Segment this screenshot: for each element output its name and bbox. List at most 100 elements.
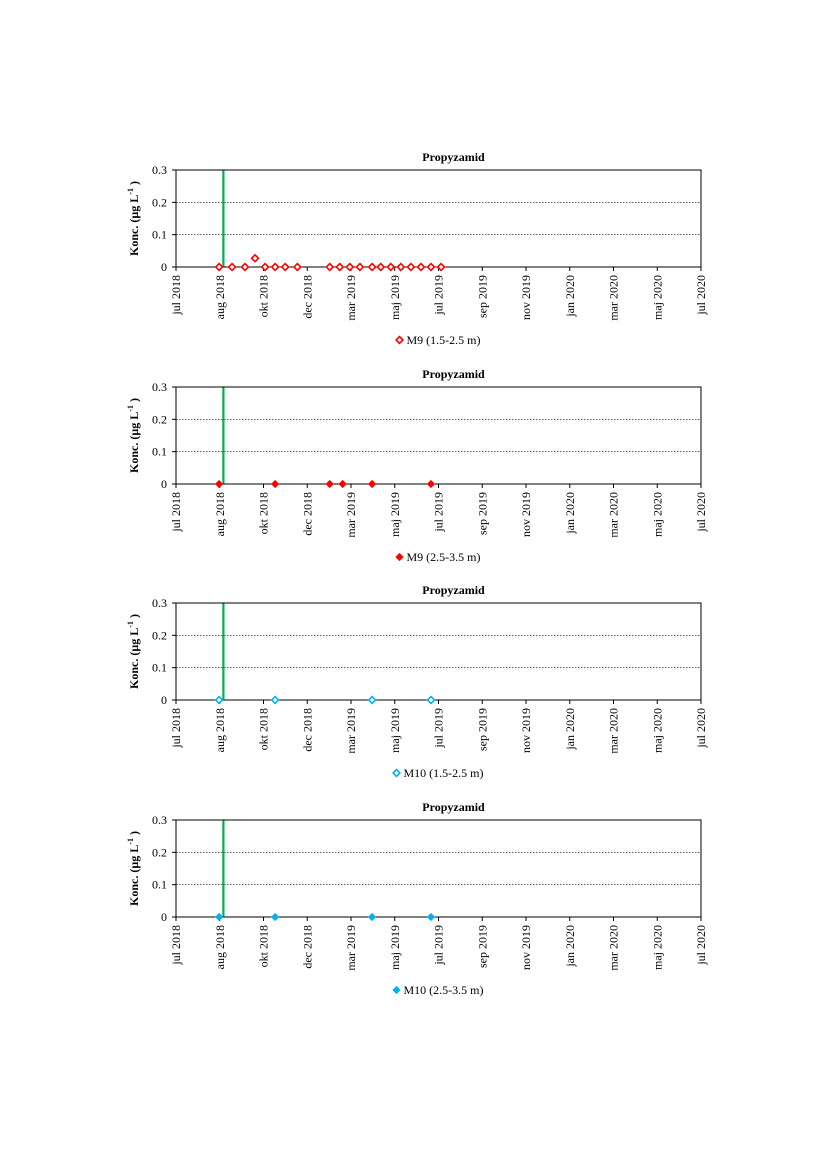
y-axis-label-end: ) xyxy=(127,181,141,188)
x-tick-label: jan 2020 xyxy=(563,492,577,535)
data-point xyxy=(367,262,377,272)
y-axis-label-superscript: -1 xyxy=(126,188,135,195)
x-tick-label: nov 2019 xyxy=(519,925,533,970)
x-tick-label: sep 2019 xyxy=(475,708,489,751)
chart-panel-2: Propyzamid 0 0.1 0.2 0.3 Konc. (µg L-1 ) jul 2… xyxy=(126,367,708,564)
y-tick-label: 0 xyxy=(161,260,167,274)
data-point xyxy=(214,912,224,922)
legend-marker xyxy=(392,985,401,995)
x-tick-label: aug 2018 xyxy=(213,925,227,969)
x-tick-label: maj 2019 xyxy=(388,275,402,320)
x-tick-label: maj 2020 xyxy=(650,275,664,320)
y-tick-label: 0 xyxy=(161,910,167,924)
plot-area xyxy=(176,170,701,267)
x-tick-label: mar 2020 xyxy=(607,275,621,321)
data-point xyxy=(355,262,365,272)
y-tick-label: 0.1 xyxy=(152,445,167,459)
legend-label: M9 (2.5-3.5 m) xyxy=(407,550,481,564)
y-tick-label: 0.2 xyxy=(152,628,167,642)
y-tick-label: 0.1 xyxy=(152,228,167,242)
legend-marker xyxy=(391,768,402,778)
y-axis-label: Konc. (µg L-1 ) xyxy=(126,398,141,473)
x-tick-label: jul 2019 xyxy=(432,925,446,966)
x-tick-label: mar 2020 xyxy=(607,925,621,971)
y-tick-label: 0.2 xyxy=(152,845,167,859)
x-tick-label: mar 2019 xyxy=(344,492,358,538)
x-tick-label: mar 2019 xyxy=(344,708,358,754)
y-tick-label: 0.2 xyxy=(152,195,167,209)
data-point xyxy=(406,262,416,272)
y-axis-label: Konc. (µg L-1 ) xyxy=(126,614,141,689)
plot-frame xyxy=(175,602,702,701)
x-tick-label: maj 2019 xyxy=(388,492,402,537)
data-point xyxy=(227,262,237,272)
x-tick-label: jul 2020 xyxy=(694,925,708,966)
data-point xyxy=(250,253,260,263)
x-tick-label: sep 2019 xyxy=(475,275,489,318)
x-tick-label: okt 2018 xyxy=(257,925,271,967)
x-tick-label: jul 2019 xyxy=(432,492,446,533)
x-tick-label: okt 2018 xyxy=(257,708,271,750)
y-axis-label: Konc. (µg L-1 ) xyxy=(126,181,141,256)
x-tick-label: mar 2020 xyxy=(607,492,621,538)
x-tick-label: dec 2018 xyxy=(300,708,314,752)
y-tick-label: 0.2 xyxy=(152,412,167,426)
y-axis-label-superscript: -1 xyxy=(126,405,135,412)
x-tick-label: jul 2019 xyxy=(432,708,446,749)
y-axis-label-end: ) xyxy=(127,831,141,838)
x-tick-label: aug 2018 xyxy=(213,275,227,319)
x-tick-label: dec 2018 xyxy=(300,275,314,319)
plot-frame xyxy=(175,819,702,918)
legend-label: M10 (2.5-3.5 m) xyxy=(404,983,484,997)
data-point xyxy=(426,479,436,489)
y-axis-label: Konc. (µg L-1 ) xyxy=(126,831,141,906)
plot-area xyxy=(176,603,701,700)
data-point xyxy=(214,479,224,489)
x-tick-label: aug 2018 xyxy=(213,708,227,752)
x-tick-label: jul 2018 xyxy=(169,492,183,533)
y-tick-label: 0.3 xyxy=(152,813,167,827)
x-tick-label: mar 2019 xyxy=(344,275,358,321)
chart-title: Propyzamid xyxy=(422,150,485,164)
x-tick-label: jan 2020 xyxy=(563,275,577,318)
x-tick-label: maj 2020 xyxy=(650,708,664,753)
data-point xyxy=(271,479,280,489)
data-point xyxy=(386,262,396,272)
y-tick-label: 0.1 xyxy=(152,878,167,892)
y-axis-label-superscript: -1 xyxy=(126,838,135,845)
legend-marker xyxy=(395,552,404,562)
y-axis-label-end: ) xyxy=(127,614,141,621)
y-tick-label: 0.1 xyxy=(152,661,167,675)
x-tick-label: okt 2018 xyxy=(257,275,271,317)
x-tick-label: mar 2020 xyxy=(607,708,621,754)
data-point xyxy=(292,262,302,272)
x-tick-label: mar 2019 xyxy=(344,925,358,971)
legend-label: M9 (1.5-2.5 m) xyxy=(407,333,481,347)
chart-title: Propyzamid xyxy=(422,800,485,814)
data-point xyxy=(416,262,426,272)
chart-panel-4: Propyzamid 0 0.1 0.2 0.3 Konc. (µg L-1 ) jul 2… xyxy=(126,800,708,997)
x-tick-label: jul 2020 xyxy=(694,708,708,749)
y-tick-label: 0 xyxy=(161,693,167,707)
x-tick-label: maj 2020 xyxy=(650,492,664,537)
data-point xyxy=(270,262,280,272)
x-tick-label: jan 2020 xyxy=(563,925,577,968)
data-point xyxy=(426,262,436,272)
data-point xyxy=(325,262,335,272)
data-point xyxy=(325,479,334,489)
data-point xyxy=(260,262,270,272)
data-point xyxy=(214,695,224,705)
data-point xyxy=(396,262,406,272)
x-tick-label: dec 2018 xyxy=(300,492,314,536)
x-tick-label: sep 2019 xyxy=(475,925,489,968)
data-point xyxy=(367,695,377,705)
x-tick-label: jul 2018 xyxy=(169,275,183,316)
x-tick-label: okt 2018 xyxy=(257,492,271,534)
x-tick-label: maj 2019 xyxy=(388,925,402,970)
data-point xyxy=(270,695,280,705)
chart-panel-3: Propyzamid 0 0.1 0.2 0.3 Konc. (µg L-1 ) jul 2… xyxy=(126,583,708,780)
data-point xyxy=(338,479,347,489)
data-point xyxy=(335,262,345,272)
x-tick-label: jul 2020 xyxy=(694,492,708,533)
